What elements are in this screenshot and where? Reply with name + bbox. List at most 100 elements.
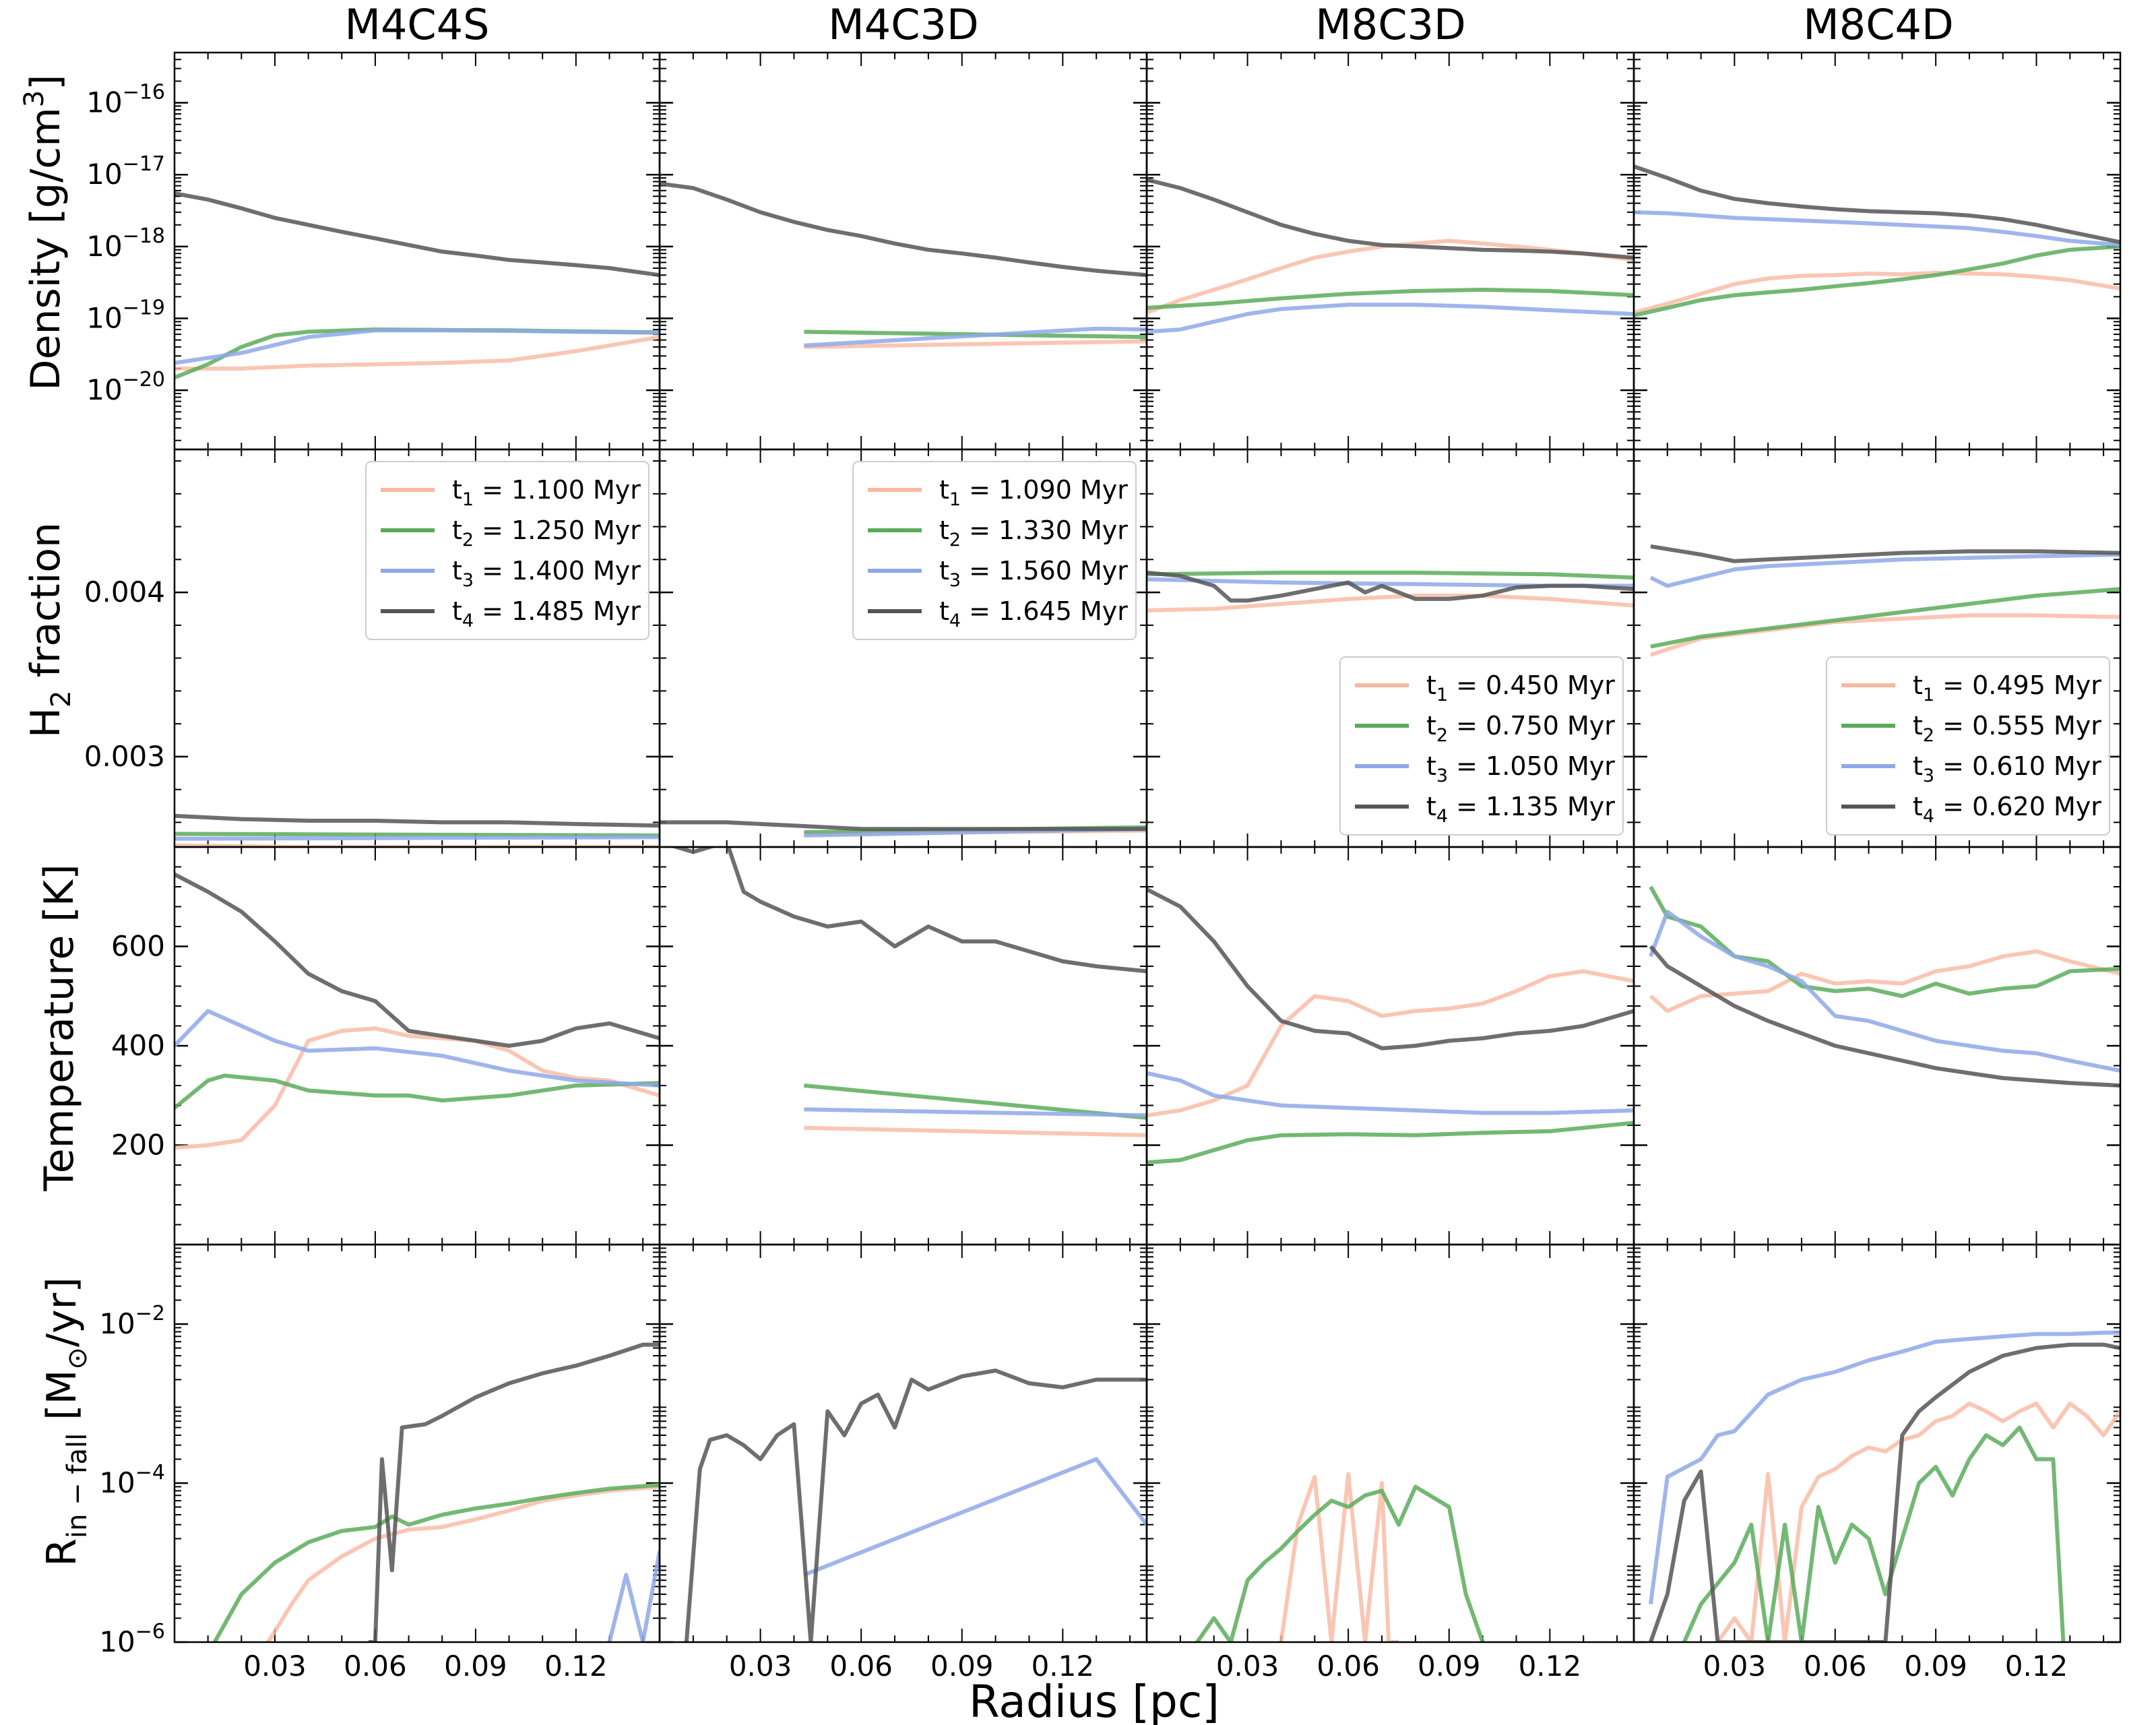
xtick-label: 0.06	[344, 1650, 407, 1683]
ytick-label: 600	[111, 930, 165, 963]
series-line-t3	[1649, 553, 2120, 588]
panel-h2-m8c4d: t1 = 0.495 Myr t2 = 0.555 Myr t3 = 0.610 M…	[1632, 448, 2122, 848]
series-line-t1	[1279, 1472, 1399, 1642]
ytick-label: 10−2	[99, 1302, 165, 1340]
legend-label-t1: t1 = 0.450 Myr	[1426, 670, 1615, 705]
legend-label-t2: t2 = 0.555 Myr	[1913, 711, 2101, 746]
legend-label-t3: t3 = 1.050 Myr	[1426, 751, 1615, 786]
series-line-t4	[1649, 1342, 2120, 1642]
series-line-t3	[1634, 210, 2120, 247]
column-titles: M4C4S M4C3D M8C3D M8C4D	[344, 0, 1953, 49]
x-axis-label: Radius [pc]	[969, 1676, 1219, 1725]
panel-frame	[1632, 51, 2122, 451]
xtick-label: 0.09	[930, 1650, 994, 1683]
legend-label-t4: t4 = 1.645 Myr	[939, 596, 1128, 631]
panel-temperature-m4c4s: 200 400 600	[111, 846, 661, 1246]
panel-frame	[1632, 846, 2122, 1246]
panel-density-m8c4d	[1632, 51, 2122, 451]
legend-box	[852, 461, 1137, 640]
series-line-t1	[804, 339, 1147, 349]
panel-density-m4c4s: 10−20 10−19 10−18 10−17 10−16	[86, 51, 661, 451]
legend-label-t1: t1 = 1.100 Myr	[452, 475, 641, 510]
ytick-label: 200	[111, 1129, 165, 1162]
series-line-t3	[804, 326, 1147, 348]
panel-h2-m8c3d: t1 = 0.450 Myr t2 = 0.750 Myr t3 = 1.050 M…	[1145, 448, 1635, 848]
panel-rinfall-m8c4d: 0.03 0.06 0.09 0.12	[1632, 1243, 2122, 1683]
series-line-t4	[1147, 570, 1634, 603]
series-line-t1	[1649, 949, 2120, 1013]
row-labels: Density [g/cm3] H2 fraction Temperature …	[19, 74, 93, 1566]
series-line-t4	[1650, 544, 2120, 563]
series-line-t2	[1650, 587, 2120, 649]
series-line-t3	[804, 1107, 1147, 1118]
series-line-t3	[1147, 1071, 1634, 1115]
panel-rinfall-m4c3d: 0.03 0.06 0.09 0.12	[658, 1243, 1148, 1683]
legend: t1 = 0.495 Myr t2 = 0.555 Myr t3 = 0.610 M…	[1826, 656, 2110, 836]
ytick-label: 400	[111, 1029, 165, 1062]
column-title-m8c3d: M8C3D	[1315, 0, 1465, 49]
series-line-t2	[212, 1482, 660, 1642]
legend-label-t2: t2 = 0.750 Myr	[1426, 711, 1615, 746]
ytick-label: 10−19	[86, 296, 165, 334]
legend: t1 = 1.090 Myr t2 = 1.330 Myr t3 = 1.560 M…	[852, 461, 1137, 640]
series-line-t2	[1147, 1121, 1634, 1165]
series-line-t4	[660, 820, 1147, 832]
ylabel-density: Density [g/cm3]	[19, 74, 69, 390]
legend-label-t4: t4 = 1.485 Myr	[452, 596, 641, 631]
series-line-t2	[1649, 885, 2120, 999]
legend: t1 = 1.100 Myr t2 = 1.250 Myr t3 = 1.400 M…	[365, 461, 649, 640]
series-line-t3	[607, 1550, 660, 1642]
series-line-t2	[175, 832, 660, 838]
series-line-t3	[1648, 1330, 2120, 1605]
legend-label-t4: t4 = 0.620 Myr	[1913, 792, 2101, 827]
series-line-t2	[1195, 1484, 1485, 1642]
series-line-t2	[1147, 288, 1634, 310]
panel-frame	[658, 1243, 1148, 1643]
xtick-label: 0.06	[1804, 1650, 1867, 1683]
series-line-t1	[1147, 969, 1634, 1118]
panel-frame	[658, 51, 1148, 451]
legend: t1 = 0.450 Myr t2 = 0.750 Myr t3 = 1.050 M…	[1339, 656, 1624, 836]
xtick-label: 0.03	[729, 1650, 792, 1683]
legend-label-t3: t3 = 0.610 Myr	[1913, 751, 2101, 786]
panel-temperature-m8c3d	[1145, 846, 1635, 1246]
ytick-label: 10−4	[99, 1461, 165, 1499]
ytick-label: 10−20	[86, 368, 165, 406]
xtick-label: 0.12	[1032, 1650, 1095, 1683]
xtick-label: 0.12	[1519, 1650, 1582, 1683]
series-line-t2	[1682, 1425, 2066, 1642]
series-line-t1	[1147, 594, 1634, 613]
xtick-label: 0.06	[1317, 1650, 1380, 1683]
series-line-t1	[1716, 1402, 2120, 1642]
legend-label-t2: t2 = 1.250 Myr	[452, 515, 641, 551]
legend-label-t1: t1 = 1.090 Myr	[939, 475, 1128, 510]
series-line-t4	[1634, 164, 2120, 245]
panel-h2-m4c3d: t1 = 1.090 Myr t2 = 1.330 Myr t3 = 1.560 M…	[658, 448, 1148, 848]
ytick-label: 10−6	[99, 1620, 165, 1658]
series-line-t2	[1634, 244, 2120, 318]
ylabel-h2-fraction: H2 fraction	[22, 522, 77, 738]
ytick-label: 10−17	[86, 152, 165, 191]
legend-box	[365, 461, 649, 640]
legend-box	[1339, 656, 1624, 836]
series-line-t4	[1649, 945, 2120, 1088]
series-line-t4	[1147, 887, 1634, 1050]
legend-label-t2: t2 = 1.330 Myr	[939, 515, 1128, 551]
xtick-label: 0.06	[829, 1650, 893, 1683]
series-line-t4	[669, 847, 1147, 974]
panel-frame	[658, 846, 1148, 1246]
legend-label-t4: t4 = 1.135 Myr	[1426, 792, 1615, 827]
column-title-m4c3d: M4C3D	[828, 0, 978, 49]
series-line-t1	[1634, 270, 2120, 315]
ytick-label: 0.003	[84, 740, 165, 773]
series-line-t1	[175, 335, 660, 371]
panel-temperature-m8c4d	[1632, 846, 2122, 1246]
xtick-label: 0.09	[1904, 1650, 1967, 1683]
panels: 10−20 10−19 10−18 10−17 10−16 0.003 0.004 t1 = …	[84, 51, 2122, 1683]
xtick-label: 0.12	[544, 1650, 608, 1683]
legend-label-t3: t3 = 1.400 Myr	[452, 556, 641, 591]
panel-rinfall-m8c3d: 0.03 0.06 0.09 0.12	[1145, 1243, 1635, 1683]
ytick-label: 10−16	[86, 81, 165, 119]
panel-frame	[173, 846, 661, 1246]
series-line-t4	[175, 813, 660, 828]
